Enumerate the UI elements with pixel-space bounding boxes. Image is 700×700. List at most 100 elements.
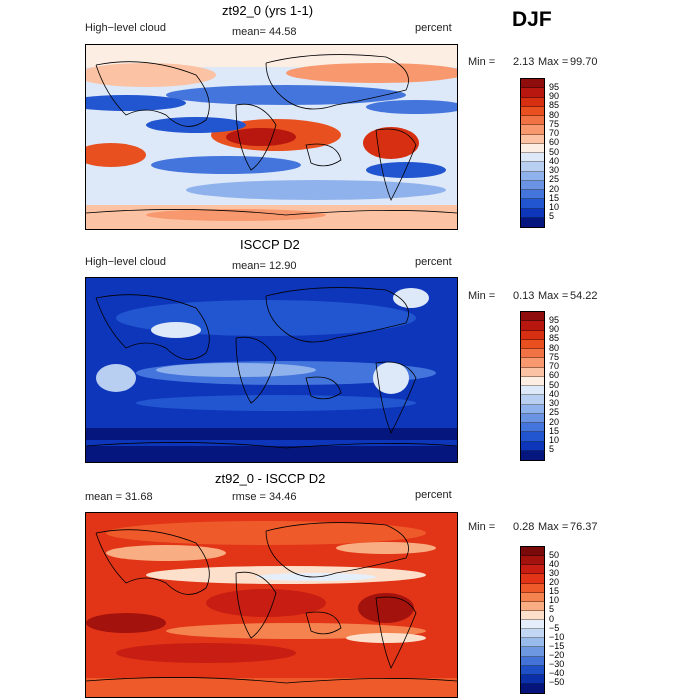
colorbar-swatch (521, 116, 544, 126)
colorbar-swatch (521, 106, 544, 116)
colorbar-swatch (521, 583, 544, 593)
colorbar-swatch (521, 610, 544, 620)
panel3-max: 76.37 (570, 521, 598, 533)
colorbar-swatch (521, 312, 544, 322)
colorbar-tick-label: 20 (549, 577, 560, 587)
colorbar-tick-label: −10 (549, 631, 565, 642)
panel3-units: percent (415, 489, 452, 501)
colorbar-swatch (521, 208, 544, 218)
colorbar-swatch (521, 441, 544, 451)
colorbar-tick-label: 85 (549, 333, 560, 344)
colorbar-swatch (521, 97, 544, 107)
panel1-max: 99.70 (570, 56, 598, 68)
panel2-title: ISCCP D2 (240, 237, 300, 252)
colorbar-swatch (521, 674, 544, 684)
colorbar-tick-label: 30 (549, 567, 560, 578)
panel3-colorbar (520, 546, 545, 694)
colorbar-swatch (521, 321, 544, 331)
colorbar-swatch (521, 134, 544, 144)
panel1-title: zt92_0 (yrs 1-1) (222, 3, 314, 18)
colorbar-swatch (521, 190, 544, 200)
colorbar-tick-label: 10 (549, 595, 560, 606)
colorbar-tick-label: 50 (549, 379, 560, 390)
panel2-field (86, 278, 457, 462)
panel3-rmse: rmse = 34.46 (232, 491, 297, 503)
colorbar-swatch (521, 217, 544, 227)
colorbar-swatch (521, 404, 544, 414)
colorbar-swatch (521, 432, 544, 442)
colorbar-tick-label: 60 (549, 370, 560, 381)
panel2-left-label: High−level cloud (85, 256, 167, 268)
colorbar-swatch (521, 629, 544, 639)
colorbar-tick-label: −20 (549, 650, 565, 660)
colorbar-tick-label: 85 (549, 100, 560, 111)
colorbar-swatch (521, 143, 544, 153)
colorbar-tick-label: 70 (549, 361, 560, 371)
colorbar-tick-label: −30 (549, 659, 565, 670)
panel2-min-label: Min = (468, 290, 496, 302)
colorbar-swatch (521, 88, 544, 98)
colorbar-tick-label: 30 (549, 398, 560, 408)
panel1-mean: mean= 44.58 (232, 26, 297, 38)
colorbar-swatch (521, 574, 544, 584)
colorbar-swatch (521, 339, 544, 349)
colorbar-swatch (521, 647, 544, 657)
colorbar-swatch (521, 423, 544, 433)
colorbar-tick-label: 10 (549, 202, 560, 212)
colorbar-tick-label: −40 (549, 668, 565, 679)
colorbar-tick-label: 60 (549, 137, 560, 148)
colorbar-tick-label: 30 (549, 165, 560, 175)
colorbar-swatch (521, 162, 544, 172)
panel3-min-label: Min = (468, 521, 496, 533)
colorbar-tick-label: 90 (549, 324, 560, 334)
panel1-field (86, 45, 457, 229)
season-label: DJF (512, 8, 552, 31)
colorbar-swatch (521, 395, 544, 405)
panel1-colorbar (520, 78, 545, 228)
panel1-min-label: Min = (468, 56, 496, 68)
colorbar-swatch (521, 376, 544, 386)
colorbar-tick-label: 0 (549, 613, 555, 624)
colorbar-tick-label: 15 (549, 586, 560, 597)
colorbar-tick-label: 70 (549, 128, 560, 138)
colorbar-swatch (521, 199, 544, 209)
panel3-map (85, 512, 458, 698)
colorbar-swatch (521, 556, 544, 566)
panel1-units: percent (415, 22, 452, 34)
colorbar-tick-label: 80 (549, 342, 560, 353)
colorbar-tick-label: 25 (549, 174, 560, 185)
colorbar-tick-label: 15 (549, 425, 560, 436)
colorbar-tick-label: 90 (549, 91, 560, 101)
panel1-max-label: Max = (538, 56, 569, 68)
colorbar-tick-label: 95 (549, 81, 560, 92)
colorbar-swatch (521, 180, 544, 190)
colorbar-swatch (521, 450, 544, 460)
colorbar-swatch (521, 565, 544, 575)
colorbar-swatch (521, 620, 544, 630)
panel2-units: percent (415, 256, 452, 268)
panel1-map (85, 44, 458, 230)
colorbar-tick-label: −15 (549, 640, 565, 651)
colorbar-tick-label: 20 (549, 183, 560, 194)
colorbar-tick-label: 5 (549, 444, 555, 455)
colorbar-tick-label: 20 (549, 416, 560, 427)
panel2-min: 0.13 (513, 290, 535, 302)
panel2-colorbar (520, 311, 545, 461)
panel2-map (85, 277, 458, 463)
panel2-mean: mean= 12.90 (232, 260, 297, 272)
colorbar-tick-label: −5 (549, 622, 560, 633)
colorbar-swatch (521, 547, 544, 557)
colorbar-tick-label: 75 (549, 118, 560, 129)
panel1-left-label: High−level cloud (85, 22, 167, 34)
colorbar-tick-label: 50 (549, 146, 560, 157)
colorbar-tick-label: 50 (549, 549, 560, 560)
colorbar-swatch (521, 683, 544, 693)
colorbar-swatch (521, 358, 544, 368)
colorbar-tick-label: 40 (549, 388, 560, 399)
colorbar-tick-label: 10 (549, 435, 560, 445)
panel2-max: 54.22 (570, 290, 598, 302)
colorbar-tick-label: 95 (549, 314, 560, 325)
colorbar-swatch (521, 349, 544, 359)
colorbar-swatch (521, 386, 544, 396)
colorbar-tick-label: 40 (549, 155, 560, 166)
